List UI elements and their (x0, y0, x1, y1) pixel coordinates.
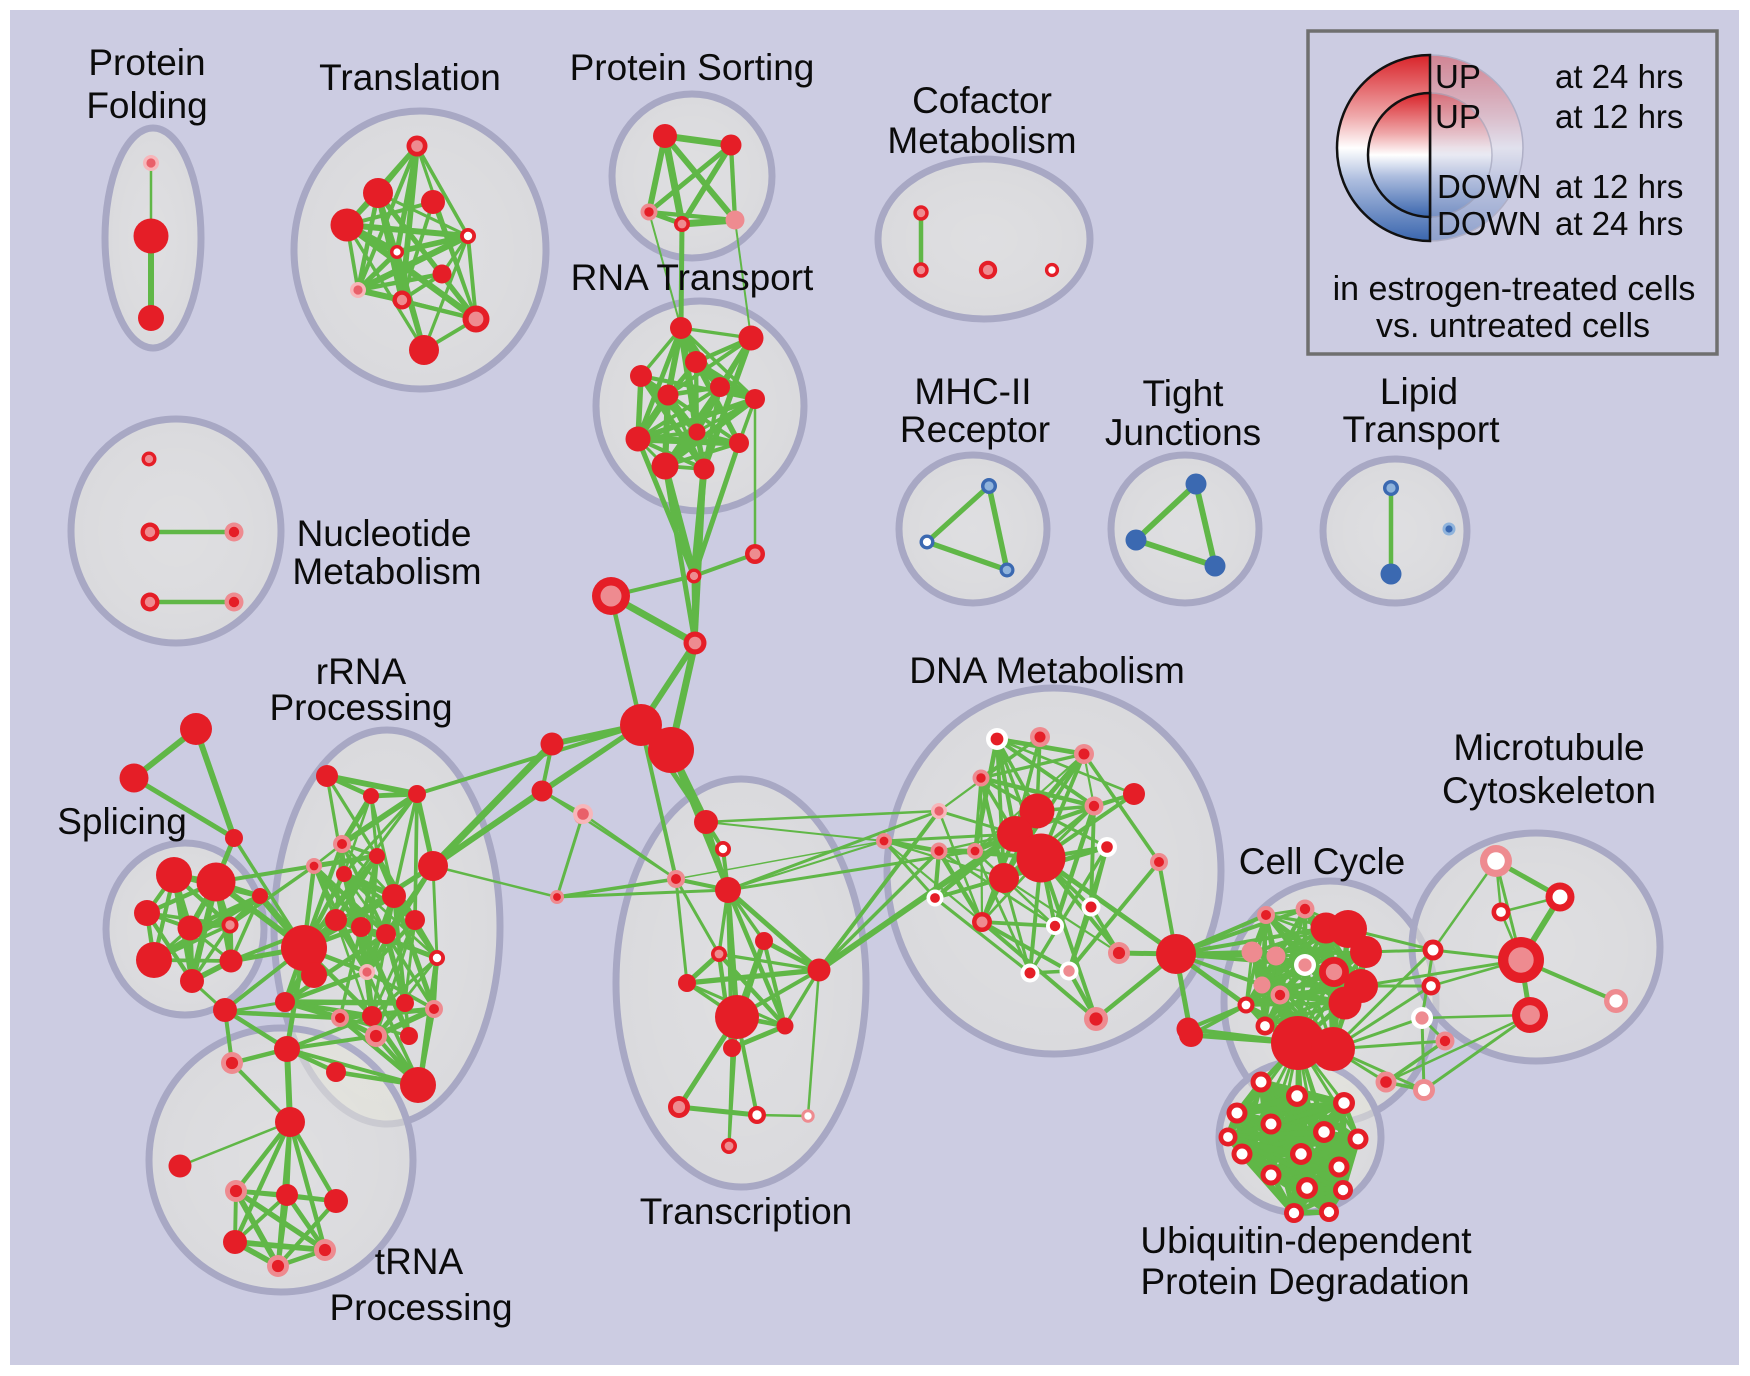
svg-text:DOWN: DOWN (1437, 168, 1541, 205)
svg-text:Processing: Processing (329, 1287, 512, 1328)
svg-text:rRNA: rRNA (316, 651, 407, 692)
svg-text:Cytoskeleton: Cytoskeleton (1442, 770, 1656, 811)
svg-text:Transport: Transport (1343, 409, 1501, 450)
svg-text:vs. untreated cells: vs. untreated cells (1376, 307, 1650, 345)
svg-text:Tight: Tight (1143, 373, 1225, 414)
svg-text:RNA Transport: RNA Transport (571, 257, 814, 298)
svg-text:at 24 hrs: at 24 hrs (1555, 205, 1683, 242)
svg-text:in estrogen-treated cells: in estrogen-treated cells (1333, 270, 1696, 308)
svg-text:Ubiquitin-dependent: Ubiquitin-dependent (1140, 1220, 1472, 1261)
svg-text:MHC-II: MHC-II (914, 371, 1031, 412)
svg-text:Lipid: Lipid (1380, 371, 1458, 412)
svg-text:UP: UP (1435, 98, 1481, 135)
svg-text:at 12 hrs: at 12 hrs (1555, 168, 1683, 205)
svg-text:Junctions: Junctions (1105, 412, 1261, 453)
svg-text:Microtubule: Microtubule (1453, 727, 1644, 768)
svg-text:Metabolism: Metabolism (887, 120, 1076, 161)
svg-text:Receptor: Receptor (900, 409, 1050, 450)
svg-text:Splicing: Splicing (57, 801, 187, 842)
svg-text:UP: UP (1435, 58, 1481, 95)
svg-text:Nucleotide: Nucleotide (297, 513, 472, 554)
svg-text:Processing: Processing (269, 687, 452, 728)
svg-text:Protein Sorting: Protein Sorting (570, 47, 815, 88)
svg-text:Protein: Protein (88, 42, 205, 83)
svg-text:DOWN: DOWN (1437, 205, 1541, 242)
svg-text:Cell Cycle: Cell Cycle (1239, 841, 1406, 882)
svg-text:tRNA: tRNA (375, 1241, 464, 1282)
svg-text:Folding: Folding (86, 85, 207, 126)
svg-text:Cofactor: Cofactor (912, 80, 1052, 121)
svg-text:Metabolism: Metabolism (292, 551, 481, 592)
svg-text:Protein Degradation: Protein Degradation (1140, 1261, 1469, 1302)
svg-text:Transcription: Transcription (640, 1191, 852, 1232)
svg-text:DNA Metabolism: DNA Metabolism (909, 650, 1185, 691)
svg-text:Translation: Translation (319, 57, 501, 98)
svg-text:at 24 hrs: at 24 hrs (1555, 58, 1683, 95)
svg-text:at 12 hrs: at 12 hrs (1555, 98, 1683, 135)
